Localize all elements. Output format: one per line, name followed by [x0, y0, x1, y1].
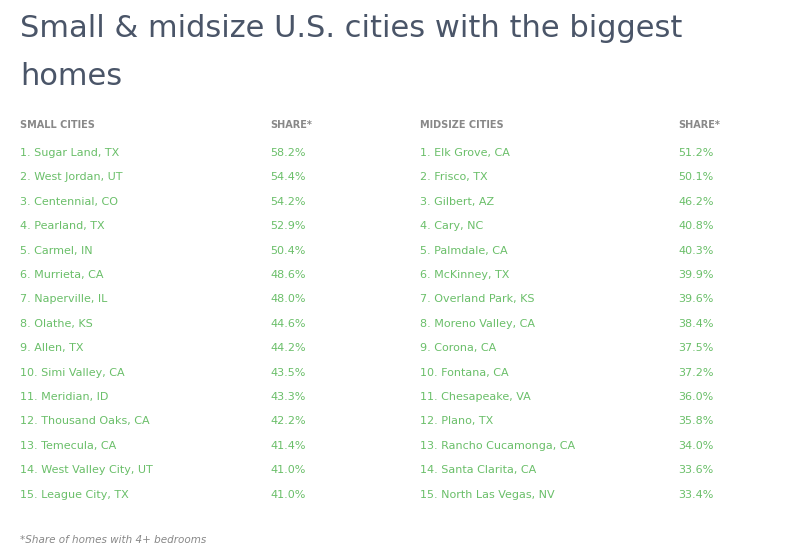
Text: 54.4%: 54.4% — [270, 172, 306, 182]
Text: 2. Frisco, TX: 2. Frisco, TX — [420, 172, 488, 182]
Text: 50.4%: 50.4% — [270, 245, 306, 255]
Text: 43.3%: 43.3% — [270, 392, 306, 402]
Text: 13. Rancho Cucamonga, CA: 13. Rancho Cucamonga, CA — [420, 441, 575, 451]
Text: Small & midsize U.S. cities with the biggest: Small & midsize U.S. cities with the big… — [20, 14, 682, 43]
Text: 48.0%: 48.0% — [270, 295, 306, 305]
Text: 41.0%: 41.0% — [270, 465, 306, 475]
Text: 34.0%: 34.0% — [678, 441, 714, 451]
Text: 1. Sugar Land, TX: 1. Sugar Land, TX — [20, 148, 119, 158]
Text: 41.0%: 41.0% — [270, 490, 306, 500]
Text: 15. North Las Vegas, NV: 15. North Las Vegas, NV — [420, 490, 554, 500]
Text: 2. West Jordan, UT: 2. West Jordan, UT — [20, 172, 122, 182]
Text: 52.9%: 52.9% — [270, 221, 306, 231]
Text: 9. Corona, CA: 9. Corona, CA — [420, 343, 496, 353]
Text: 40.3%: 40.3% — [678, 245, 714, 255]
Text: 5. Carmel, IN: 5. Carmel, IN — [20, 245, 93, 255]
Text: 44.2%: 44.2% — [270, 343, 306, 353]
Text: 51.2%: 51.2% — [678, 148, 714, 158]
Text: 48.6%: 48.6% — [270, 270, 306, 280]
Text: 43.5%: 43.5% — [270, 368, 306, 377]
Text: 9. Allen, TX: 9. Allen, TX — [20, 343, 83, 353]
Text: 13. Temecula, CA: 13. Temecula, CA — [20, 441, 116, 451]
Text: 50.1%: 50.1% — [678, 172, 714, 182]
Text: 54.2%: 54.2% — [270, 197, 306, 207]
Text: 15. League City, TX: 15. League City, TX — [20, 490, 129, 500]
Text: SHARE*: SHARE* — [270, 120, 312, 130]
Text: 12. Thousand Oaks, CA: 12. Thousand Oaks, CA — [20, 416, 150, 427]
Text: 40.8%: 40.8% — [678, 221, 714, 231]
Text: 12. Plano, TX: 12. Plano, TX — [420, 416, 494, 427]
Text: 4. Cary, NC: 4. Cary, NC — [420, 221, 483, 231]
Text: 37.5%: 37.5% — [678, 343, 714, 353]
Text: 8. Olathe, KS: 8. Olathe, KS — [20, 319, 93, 329]
Text: 14. Santa Clarita, CA: 14. Santa Clarita, CA — [420, 465, 536, 475]
Text: MIDSIZE CITIES: MIDSIZE CITIES — [420, 120, 504, 130]
Text: 14. West Valley City, UT: 14. West Valley City, UT — [20, 465, 153, 475]
Text: 6. Murrieta, CA: 6. Murrieta, CA — [20, 270, 103, 280]
Text: 58.2%: 58.2% — [270, 148, 306, 158]
Text: 35.8%: 35.8% — [678, 416, 714, 427]
Text: 1. Elk Grove, CA: 1. Elk Grove, CA — [420, 148, 510, 158]
Text: 39.6%: 39.6% — [678, 295, 714, 305]
Text: 36.0%: 36.0% — [678, 392, 714, 402]
Text: 3. Gilbert, AZ: 3. Gilbert, AZ — [420, 197, 494, 207]
Text: 5. Palmdale, CA: 5. Palmdale, CA — [420, 245, 508, 255]
Text: 3. Centennial, CO: 3. Centennial, CO — [20, 197, 118, 207]
Text: 42.2%: 42.2% — [270, 416, 306, 427]
Text: 37.2%: 37.2% — [678, 368, 714, 377]
Text: 44.6%: 44.6% — [270, 319, 306, 329]
Text: 4. Pearland, TX: 4. Pearland, TX — [20, 221, 105, 231]
Text: 38.4%: 38.4% — [678, 319, 714, 329]
Text: SHARE*: SHARE* — [678, 120, 720, 130]
Text: 8. Moreno Valley, CA: 8. Moreno Valley, CA — [420, 319, 535, 329]
Text: 6. McKinney, TX: 6. McKinney, TX — [420, 270, 510, 280]
Text: 7. Overland Park, KS: 7. Overland Park, KS — [420, 295, 534, 305]
Text: 11. Chesapeake, VA: 11. Chesapeake, VA — [420, 392, 530, 402]
Text: 46.2%: 46.2% — [678, 197, 714, 207]
Text: 10. Fontana, CA: 10. Fontana, CA — [420, 368, 509, 377]
Text: 11. Meridian, ID: 11. Meridian, ID — [20, 392, 108, 402]
Text: 33.6%: 33.6% — [678, 465, 714, 475]
Text: 39.9%: 39.9% — [678, 270, 714, 280]
Text: 7. Naperville, IL: 7. Naperville, IL — [20, 295, 107, 305]
Text: 41.4%: 41.4% — [270, 441, 306, 451]
Text: 10. Simi Valley, CA: 10. Simi Valley, CA — [20, 368, 125, 377]
Text: *Share of homes with 4+ bedrooms: *Share of homes with 4+ bedrooms — [20, 535, 206, 545]
Text: SMALL CITIES: SMALL CITIES — [20, 120, 95, 130]
Text: 33.4%: 33.4% — [678, 490, 714, 500]
Text: homes: homes — [20, 62, 122, 91]
